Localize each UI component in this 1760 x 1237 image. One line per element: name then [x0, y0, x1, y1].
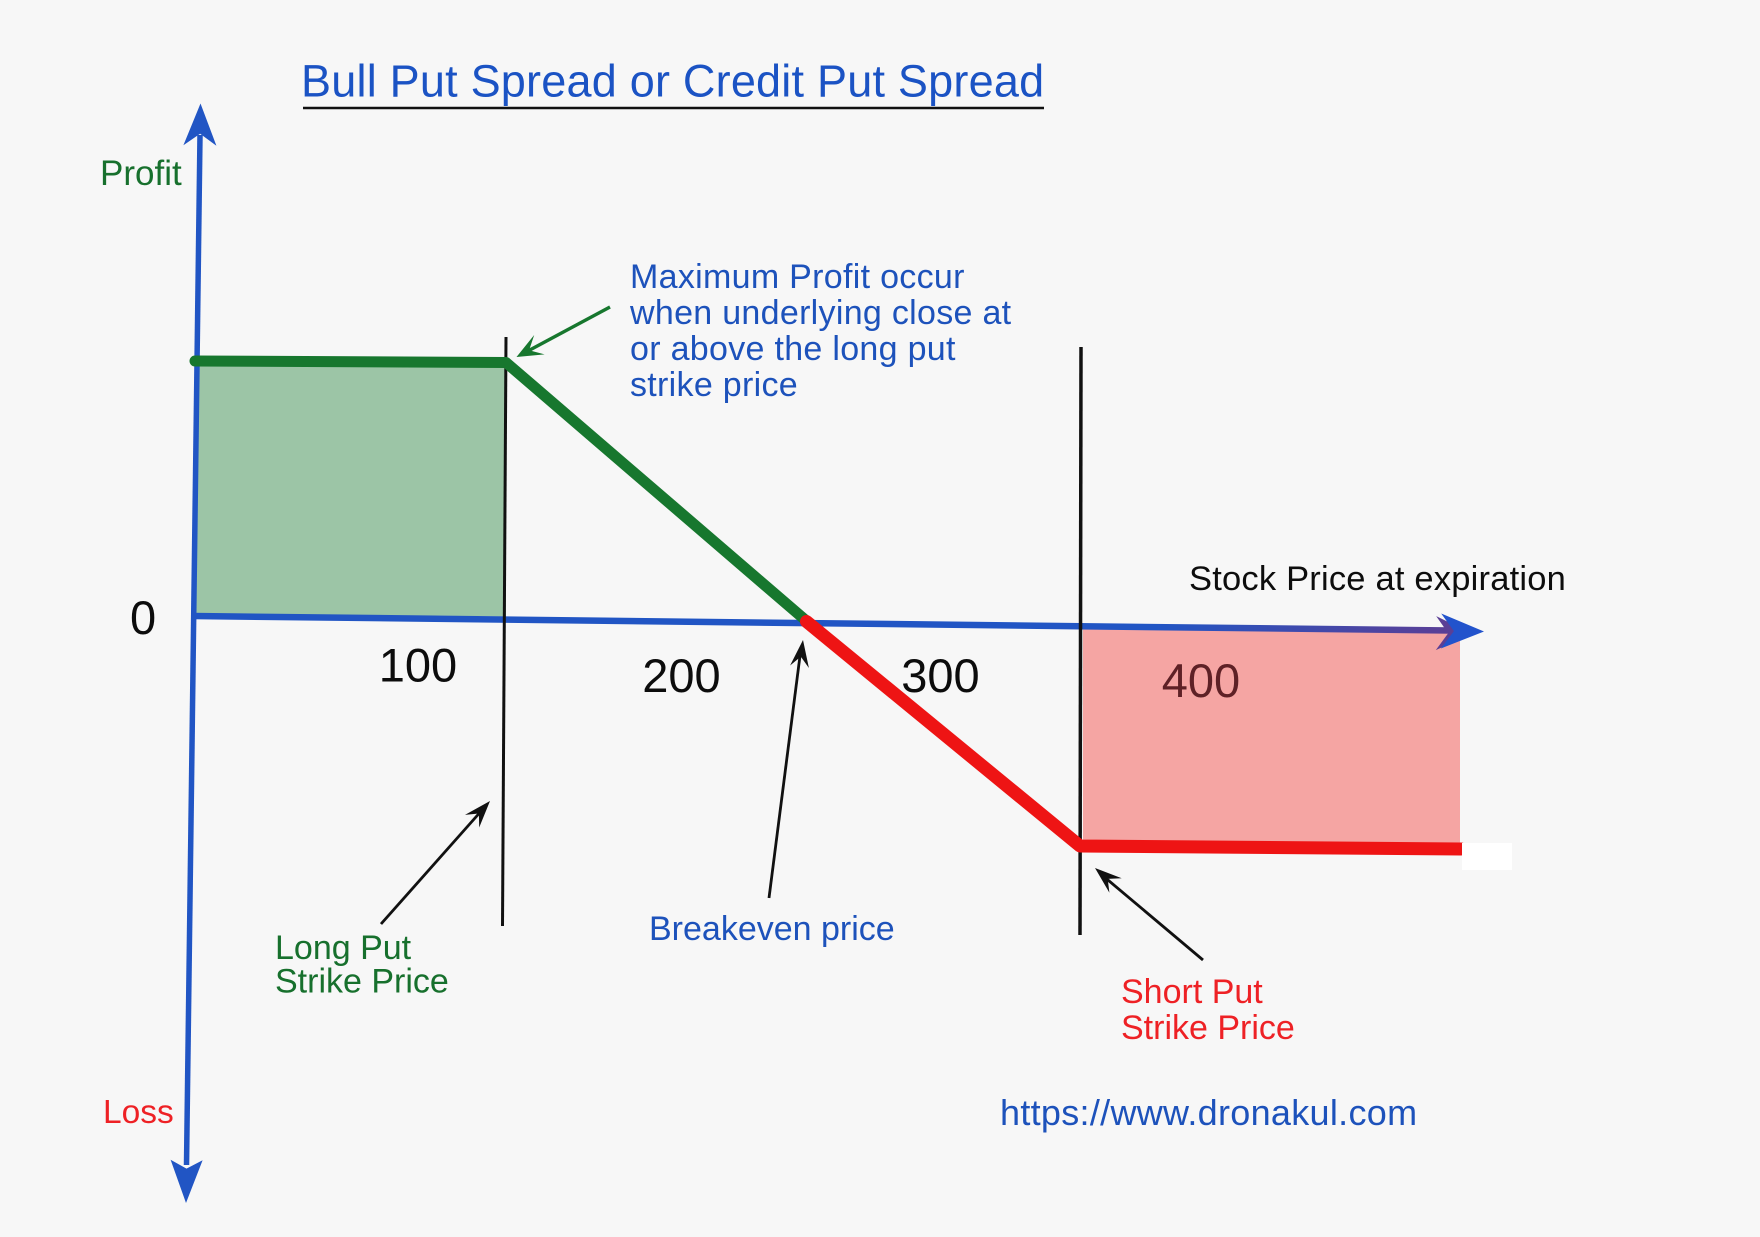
- svg-text:Stock Price at expiration: Stock Price at expiration: [1189, 560, 1566, 598]
- svg-text:200: 200: [642, 649, 720, 702]
- svg-text:0: 0: [130, 591, 156, 644]
- svg-text:when underlying close at: when underlying close at: [629, 294, 1012, 332]
- svg-text:or above the long put: or above the long put: [630, 330, 956, 368]
- svg-text:Maximum Profit occur: Maximum Profit occur: [630, 258, 965, 296]
- svg-text:Bull Put Spread or Credit Put: Bull Put Spread or Credit Put Spread: [301, 56, 1044, 107]
- svg-text:Strike Price: Strike Price: [1121, 1009, 1295, 1047]
- svg-text:400: 400: [1162, 654, 1240, 707]
- svg-text:strike price: strike price: [630, 366, 798, 404]
- svg-text:100: 100: [379, 639, 457, 692]
- svg-text:Profit: Profit: [100, 154, 182, 193]
- svg-text:Long Put: Long Put: [275, 929, 412, 967]
- svg-text:Strike Price: Strike Price: [275, 963, 449, 1001]
- svg-text:https://www.dronakul.com: https://www.dronakul.com: [1000, 1092, 1417, 1133]
- svg-text:Short Put: Short Put: [1121, 973, 1263, 1011]
- svg-text:Breakeven price: Breakeven price: [649, 910, 895, 948]
- svg-text:300: 300: [901, 649, 979, 702]
- svg-text:Loss: Loss: [103, 1094, 174, 1131]
